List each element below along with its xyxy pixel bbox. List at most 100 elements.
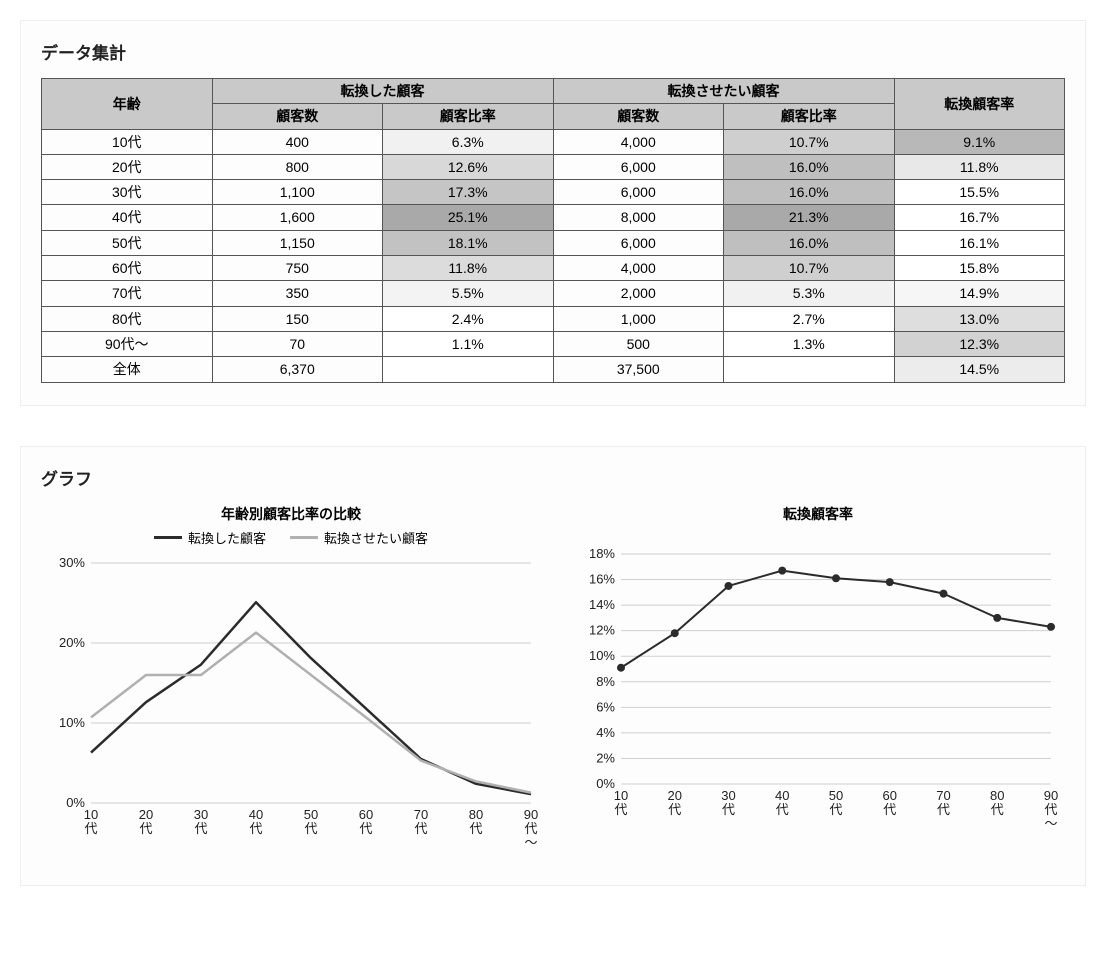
- table-cell: 全体: [42, 357, 213, 382]
- svg-text:30: 30: [194, 807, 208, 822]
- table-body: 10代4006.3%4,00010.7%9.1%20代80012.6%6,000…: [42, 129, 1065, 382]
- col-want-count: 顧客数: [553, 104, 724, 129]
- table-row: 全体6,37037,50014.5%: [42, 357, 1065, 382]
- svg-text:60: 60: [883, 788, 897, 803]
- svg-text:代: 代: [84, 821, 97, 836]
- svg-text:20%: 20%: [59, 635, 85, 650]
- table-cell: 11.8%: [894, 154, 1065, 179]
- table-cell: [724, 357, 895, 382]
- table-cell: 500: [553, 331, 724, 356]
- svg-text:10: 10: [84, 807, 98, 822]
- table-cell: 4,000: [553, 129, 724, 154]
- svg-text:18%: 18%: [589, 546, 615, 561]
- table-cell: 14.5%: [894, 357, 1065, 382]
- table-cell: 6,000: [553, 180, 724, 205]
- table-cell: 12.3%: [894, 331, 1065, 356]
- svg-text:代: 代: [1044, 802, 1057, 817]
- chart1-svg: 0%10%20%30%10代20代30代40代50代60代70代80代90代～: [41, 553, 541, 863]
- table-header: 年齢 転換した顧客 転換させたい顧客 転換顧客率 顧客数 顧客比率 顧客数 顧客…: [42, 79, 1065, 130]
- table-cell: 37,500: [553, 357, 724, 382]
- svg-text:10: 10: [614, 788, 628, 803]
- table-cell: 90代～: [42, 331, 213, 356]
- table-cell: 80代: [42, 306, 213, 331]
- table-cell: 17.3%: [383, 180, 554, 205]
- table-cell: 8,000: [553, 205, 724, 230]
- svg-text:代: 代: [359, 821, 372, 836]
- charts-row: 年齢別顧客比率の比較 転換した顧客転換させたい顧客 0%10%20%30%10代…: [41, 504, 1065, 863]
- svg-text:代: 代: [776, 802, 789, 817]
- svg-text:30%: 30%: [59, 555, 85, 570]
- svg-text:代: 代: [139, 821, 152, 836]
- svg-text:8%: 8%: [596, 673, 615, 688]
- table-cell: 16.0%: [724, 154, 895, 179]
- svg-text:代: 代: [991, 802, 1004, 817]
- col-want-ratio: 顧客比率: [724, 104, 895, 129]
- col-converted-ratio: 顧客比率: [383, 104, 554, 129]
- table-row: 60代75011.8%4,00010.7%15.8%: [42, 256, 1065, 281]
- svg-text:0%: 0%: [66, 795, 85, 810]
- table-cell: 16.1%: [894, 230, 1065, 255]
- svg-text:50: 50: [304, 807, 318, 822]
- svg-text:6%: 6%: [596, 699, 615, 714]
- table-row: 20代80012.6%6,00016.0%11.8%: [42, 154, 1065, 179]
- svg-text:12%: 12%: [589, 622, 615, 637]
- table-cell: 16.0%: [724, 180, 895, 205]
- data-table: 年齢 転換した顧客 転換させたい顧客 転換顧客率 顧客数 顧客比率 顧客数 顧客…: [41, 78, 1065, 383]
- svg-text:代: 代: [614, 802, 627, 817]
- table-cell: 1.3%: [724, 331, 895, 356]
- chart2-title: 転換顧客率: [571, 504, 1065, 524]
- col-converted-group: 転換した顧客: [212, 79, 553, 104]
- svg-text:代: 代: [469, 821, 482, 836]
- svg-text:代: 代: [304, 821, 317, 836]
- table-panel: データ集計 年齢 転換した顧客 転換させたい顧客 転換顧客率 顧客数 顧客比率 …: [20, 20, 1086, 406]
- table-cell: 6,000: [553, 154, 724, 179]
- chart-section-title: グラフ: [41, 465, 1065, 490]
- table-cell: 20代: [42, 154, 213, 179]
- legend-item: 転換させたい顧客: [290, 528, 428, 547]
- table-cell: 25.1%: [383, 205, 554, 230]
- legend-swatch: [154, 536, 182, 539]
- svg-text:70: 70: [936, 788, 950, 803]
- table-cell: 60代: [42, 256, 213, 281]
- svg-text:代: 代: [668, 802, 681, 817]
- table-cell: 16.7%: [894, 205, 1065, 230]
- svg-text:70: 70: [414, 807, 428, 822]
- chart-rate: 転換顧客率 0%2%4%6%8%10%12%14%16%18%10代20代30代…: [571, 504, 1065, 844]
- table-row: 50代1,15018.1%6,00016.0%16.1%: [42, 230, 1065, 255]
- legend-swatch: [290, 536, 318, 539]
- table-cell: 5.3%: [724, 281, 895, 306]
- legend-item: 転換した顧客: [154, 528, 266, 547]
- table-cell: 50代: [42, 230, 213, 255]
- col-age: 年齢: [42, 79, 213, 130]
- table-cell: 10代: [42, 129, 213, 154]
- table-cell: 30代: [42, 180, 213, 205]
- table-cell: 10.7%: [724, 129, 895, 154]
- col-want-group: 転換させたい顧客: [553, 79, 894, 104]
- table-cell: 2.7%: [724, 306, 895, 331]
- svg-text:20: 20: [139, 807, 153, 822]
- table-cell: 70: [212, 331, 383, 356]
- table-cell: 400: [212, 129, 383, 154]
- table-cell: 40代: [42, 205, 213, 230]
- table-cell: 5.5%: [383, 281, 554, 306]
- table-cell: 12.6%: [383, 154, 554, 179]
- table-cell: 350: [212, 281, 383, 306]
- table-row: 90代～701.1%5001.3%12.3%: [42, 331, 1065, 356]
- svg-text:90: 90: [524, 807, 538, 822]
- svg-text:40: 40: [775, 788, 789, 803]
- table-cell: 1.1%: [383, 331, 554, 356]
- table-cell: 21.3%: [724, 205, 895, 230]
- table-row: 80代1502.4%1,0002.7%13.0%: [42, 306, 1065, 331]
- chart1-title: 年齢別顧客比率の比較: [41, 504, 541, 524]
- legend-label: 転換した顧客: [188, 528, 266, 547]
- svg-text:代: 代: [829, 802, 842, 817]
- svg-text:0%: 0%: [596, 776, 615, 791]
- table-cell: 1,100: [212, 180, 383, 205]
- table-cell: 13.0%: [894, 306, 1065, 331]
- svg-text:40: 40: [249, 807, 263, 822]
- svg-text:代: 代: [883, 802, 896, 817]
- chart-panel: グラフ 年齢別顧客比率の比較 転換した顧客転換させたい顧客 0%10%20%30…: [20, 446, 1086, 886]
- table-cell: 150: [212, 306, 383, 331]
- svg-text:80: 80: [990, 788, 1004, 803]
- col-converted-count: 顧客数: [212, 104, 383, 129]
